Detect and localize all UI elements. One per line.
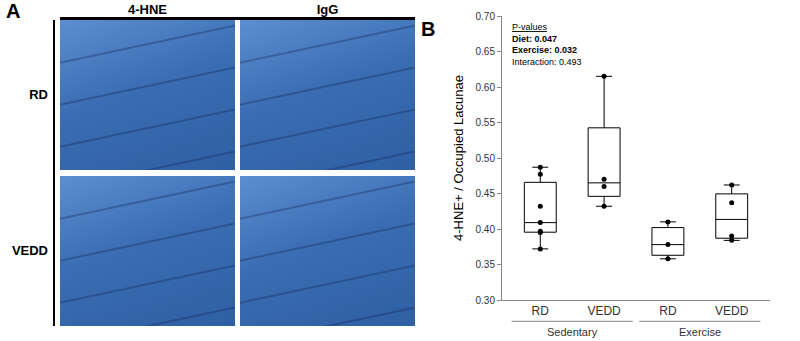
svg-text:0.60: 0.60: [476, 82, 496, 93]
svg-text:B: B: [421, 18, 435, 40]
svg-text:VEDD: VEDD: [715, 304, 749, 318]
html-text:RD: RD: [29, 87, 48, 102]
svg-text:0.40: 0.40: [476, 224, 496, 235]
svg-text:0.70: 0.70: [476, 11, 496, 22]
svg-text:0.50: 0.50: [476, 153, 496, 164]
svg-text:0.30: 0.30: [476, 295, 496, 306]
svg-text:0.45: 0.45: [476, 188, 496, 199]
html-text:4-HNE: 4-HNE: [128, 2, 167, 17]
html-text:VEDD: VEDD: [11, 243, 48, 258]
svg-text:RD: RD: [659, 304, 677, 318]
svg-text:0.55: 0.55: [476, 117, 496, 128]
html-text:IgG: IgG: [316, 2, 339, 17]
svg-text:0.35: 0.35: [476, 259, 496, 270]
svg-text:4-HNE+ / Occupied Lacunae: 4-HNE+ / Occupied Lacunae: [451, 75, 466, 241]
svg-text:RD: RD: [532, 304, 550, 318]
svg-text:Sedentary: Sedentary: [547, 326, 598, 338]
html-text:A: A: [6, 0, 21, 22]
svg-text:0.65: 0.65: [476, 46, 496, 57]
svg-text:VEDD: VEDD: [587, 304, 621, 318]
svg-text:Exercise: Exercise: [679, 326, 721, 338]
svg-text:P-valuesDiet: 0.047Exercise: 0: P-valuesDiet: 0.047Exercise: 0.032Intera…: [512, 22, 582, 67]
